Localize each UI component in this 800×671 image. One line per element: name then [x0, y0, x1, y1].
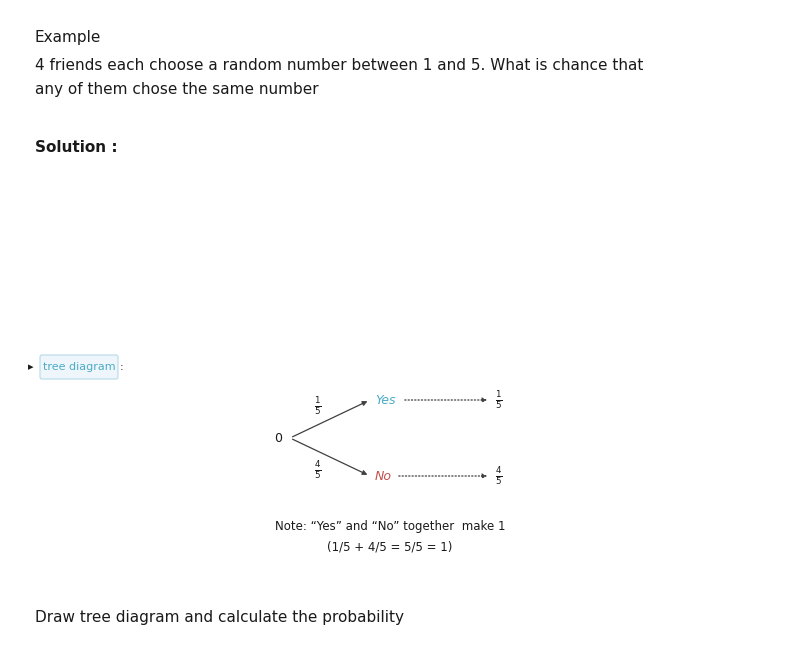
FancyBboxPatch shape: [40, 355, 118, 379]
Text: Note: “Yes” and “No” together  make 1: Note: “Yes” and “No” together make 1: [274, 520, 506, 533]
Text: $\frac{1}{5}$: $\frac{1}{5}$: [495, 389, 502, 411]
Text: Example: Example: [35, 30, 102, 45]
Text: (1/5 + 4/5 = 5/5 = 1): (1/5 + 4/5 = 5/5 = 1): [327, 540, 453, 553]
Text: 0: 0: [274, 431, 282, 444]
Text: Yes: Yes: [375, 393, 395, 407]
Text: any of them chose the same number: any of them chose the same number: [35, 82, 318, 97]
Text: $\frac{4}{5}$: $\frac{4}{5}$: [495, 465, 502, 487]
Text: Draw tree diagram and calculate the probability: Draw tree diagram and calculate the prob…: [35, 610, 404, 625]
Text: tree diagram: tree diagram: [42, 362, 115, 372]
Text: :: :: [120, 362, 124, 372]
Text: Solution :: Solution :: [35, 140, 118, 155]
Text: 4 friends each choose a random number between 1 and 5. What is chance that: 4 friends each choose a random number be…: [35, 58, 643, 73]
Text: $\frac{1}{5}$: $\frac{1}{5}$: [314, 395, 322, 417]
Text: No: No: [375, 470, 392, 482]
Text: $\frac{4}{5}$: $\frac{4}{5}$: [314, 459, 322, 481]
Text: ▸: ▸: [28, 362, 34, 372]
